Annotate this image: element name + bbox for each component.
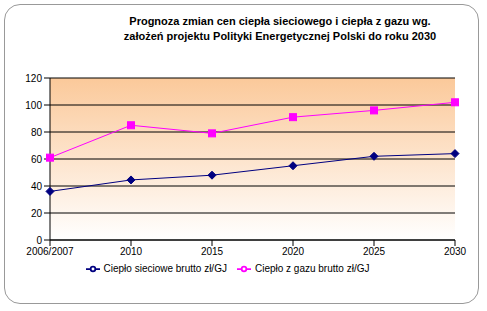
html-text:Prognoza zmian cen ciepła siec: Prognoza zmian cen ciepła sieciowego i c… — [123, 15, 437, 42]
svg-text:2020: 2020 — [282, 246, 305, 257]
svg-text:100: 100 — [25, 100, 42, 111]
svg-text:2025: 2025 — [363, 246, 386, 257]
svg-text:40: 40 — [31, 181, 43, 192]
svg-text:2010: 2010 — [120, 246, 143, 257]
svg-text:80: 80 — [31, 127, 43, 138]
html-text:Ciepło sieciowe brutto zł/GJ: Ciepło sieciowe brutto zł/GJ — [103, 262, 227, 274]
svg-text:20: 20 — [31, 208, 43, 219]
html-text:Ciepło z gazu brutto zł/GJ: Ciepło z gazu brutto zł/GJ — [254, 262, 370, 274]
svg-text:2030: 2030 — [444, 246, 467, 257]
svg-text:2015: 2015 — [201, 246, 224, 257]
svg-text:0: 0 — [36, 235, 42, 246]
svg-text:2006/2007: 2006/2007 — [26, 246, 74, 257]
svg-text:60: 60 — [31, 154, 43, 165]
svg-text:120: 120 — [25, 73, 42, 84]
